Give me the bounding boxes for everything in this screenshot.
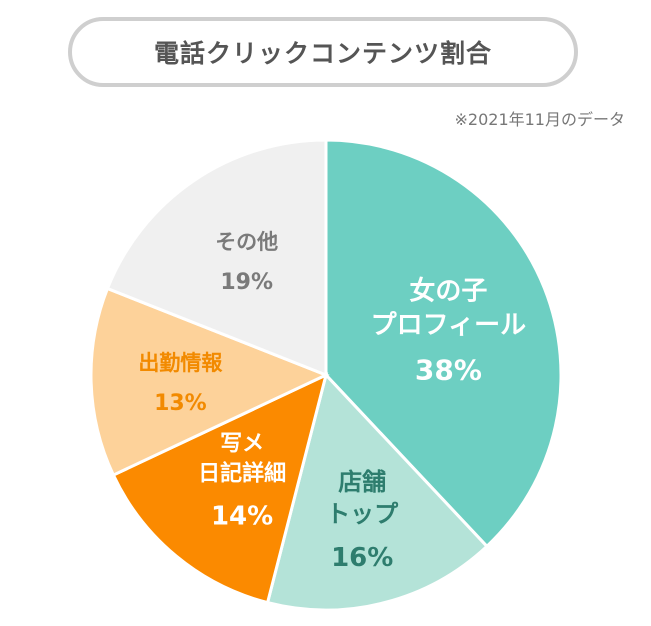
slice-label-0-line-1: プロフィール (371, 311, 526, 341)
data-date-note: ※2021年11月のデータ (454, 110, 626, 129)
slice-value-1: 16% (331, 543, 393, 573)
slice-label-2-line-1: 日記詳細 (198, 460, 286, 486)
pie-slice-2 (111, 372, 329, 605)
slice-value-0: 38% (415, 354, 482, 387)
pie-slice-3 (89, 286, 330, 478)
slice-value-3: 13% (154, 391, 207, 416)
slice-label-2-line-0: 写メ (220, 431, 264, 456)
slice-label-3-line-0: 出勤情報 (138, 351, 223, 375)
chart-title-pill: 電話クリックコンテンツ割合 (68, 17, 578, 87)
slice-label-4-line-0: その他 (215, 230, 278, 254)
pie-slice-4 (105, 138, 328, 378)
pie-slice-1 (265, 371, 489, 612)
slice-value-4: 19% (220, 270, 273, 295)
pie-slice-0 (324, 138, 563, 549)
chart-title: 電話クリックコンテンツ割合 (153, 39, 492, 68)
slice-value-2: 14% (211, 501, 273, 531)
slice-label-1-line-0: 店舗 (338, 468, 386, 496)
slice-label-1-line-1: トップ (326, 500, 399, 528)
slice-label-0-line-0: 女の子 (409, 276, 487, 307)
